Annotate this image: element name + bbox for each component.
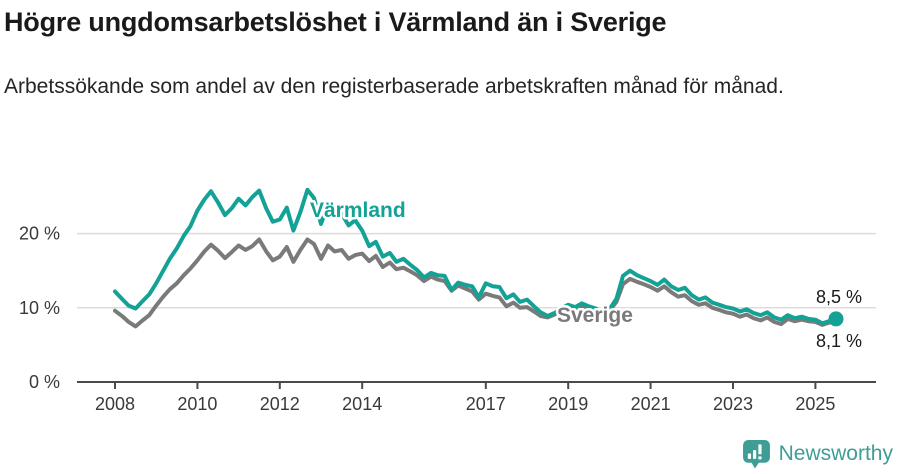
brand-name: Newsworthy: [778, 442, 893, 465]
x-tick-label-2008: 2008: [95, 394, 135, 414]
series-label-sverige: Sverige: [557, 304, 633, 327]
x-tick-label-2010: 2010: [177, 394, 217, 414]
page-title: Högre ungdomsarbetslöshet i Värmland än …: [4, 7, 667, 37]
chart-subtitle: Arbetssökande som andel av den registerb…: [4, 75, 784, 98]
chart-header: Högre ungdomsarbetslöshet i Värmland än …: [4, 6, 896, 38]
newsworthy-speech-bubble-bars-icon: [742, 440, 770, 469]
x-tick-label-2019: 2019: [548, 394, 588, 414]
newsworthy-logo: Newsworthy: [742, 439, 893, 469]
y-tick-label-0: 0 %: [29, 372, 60, 392]
y-tick-label-10: 10 %: [19, 298, 60, 318]
x-tick-label-2014: 2014: [342, 394, 382, 414]
värmland-line: [113, 187, 838, 326]
end-value-label-värmland: 8,5 %: [816, 287, 862, 307]
x-tick-label-2012: 2012: [260, 394, 300, 414]
x-tick-label-2021: 2021: [631, 394, 671, 414]
end-value-label-sverige: 8,1 %: [816, 331, 862, 351]
y-tick-label-20: 20 %: [19, 224, 60, 244]
varmland-end-dot: [828, 311, 844, 327]
x-tick-label-2025: 2025: [795, 394, 835, 414]
sverige-line: [113, 237, 838, 329]
series-label-värmland: Värmland: [310, 199, 406, 222]
x-tick-label-2023: 2023: [713, 394, 753, 414]
x-tick-label-2017: 2017: [466, 394, 506, 414]
